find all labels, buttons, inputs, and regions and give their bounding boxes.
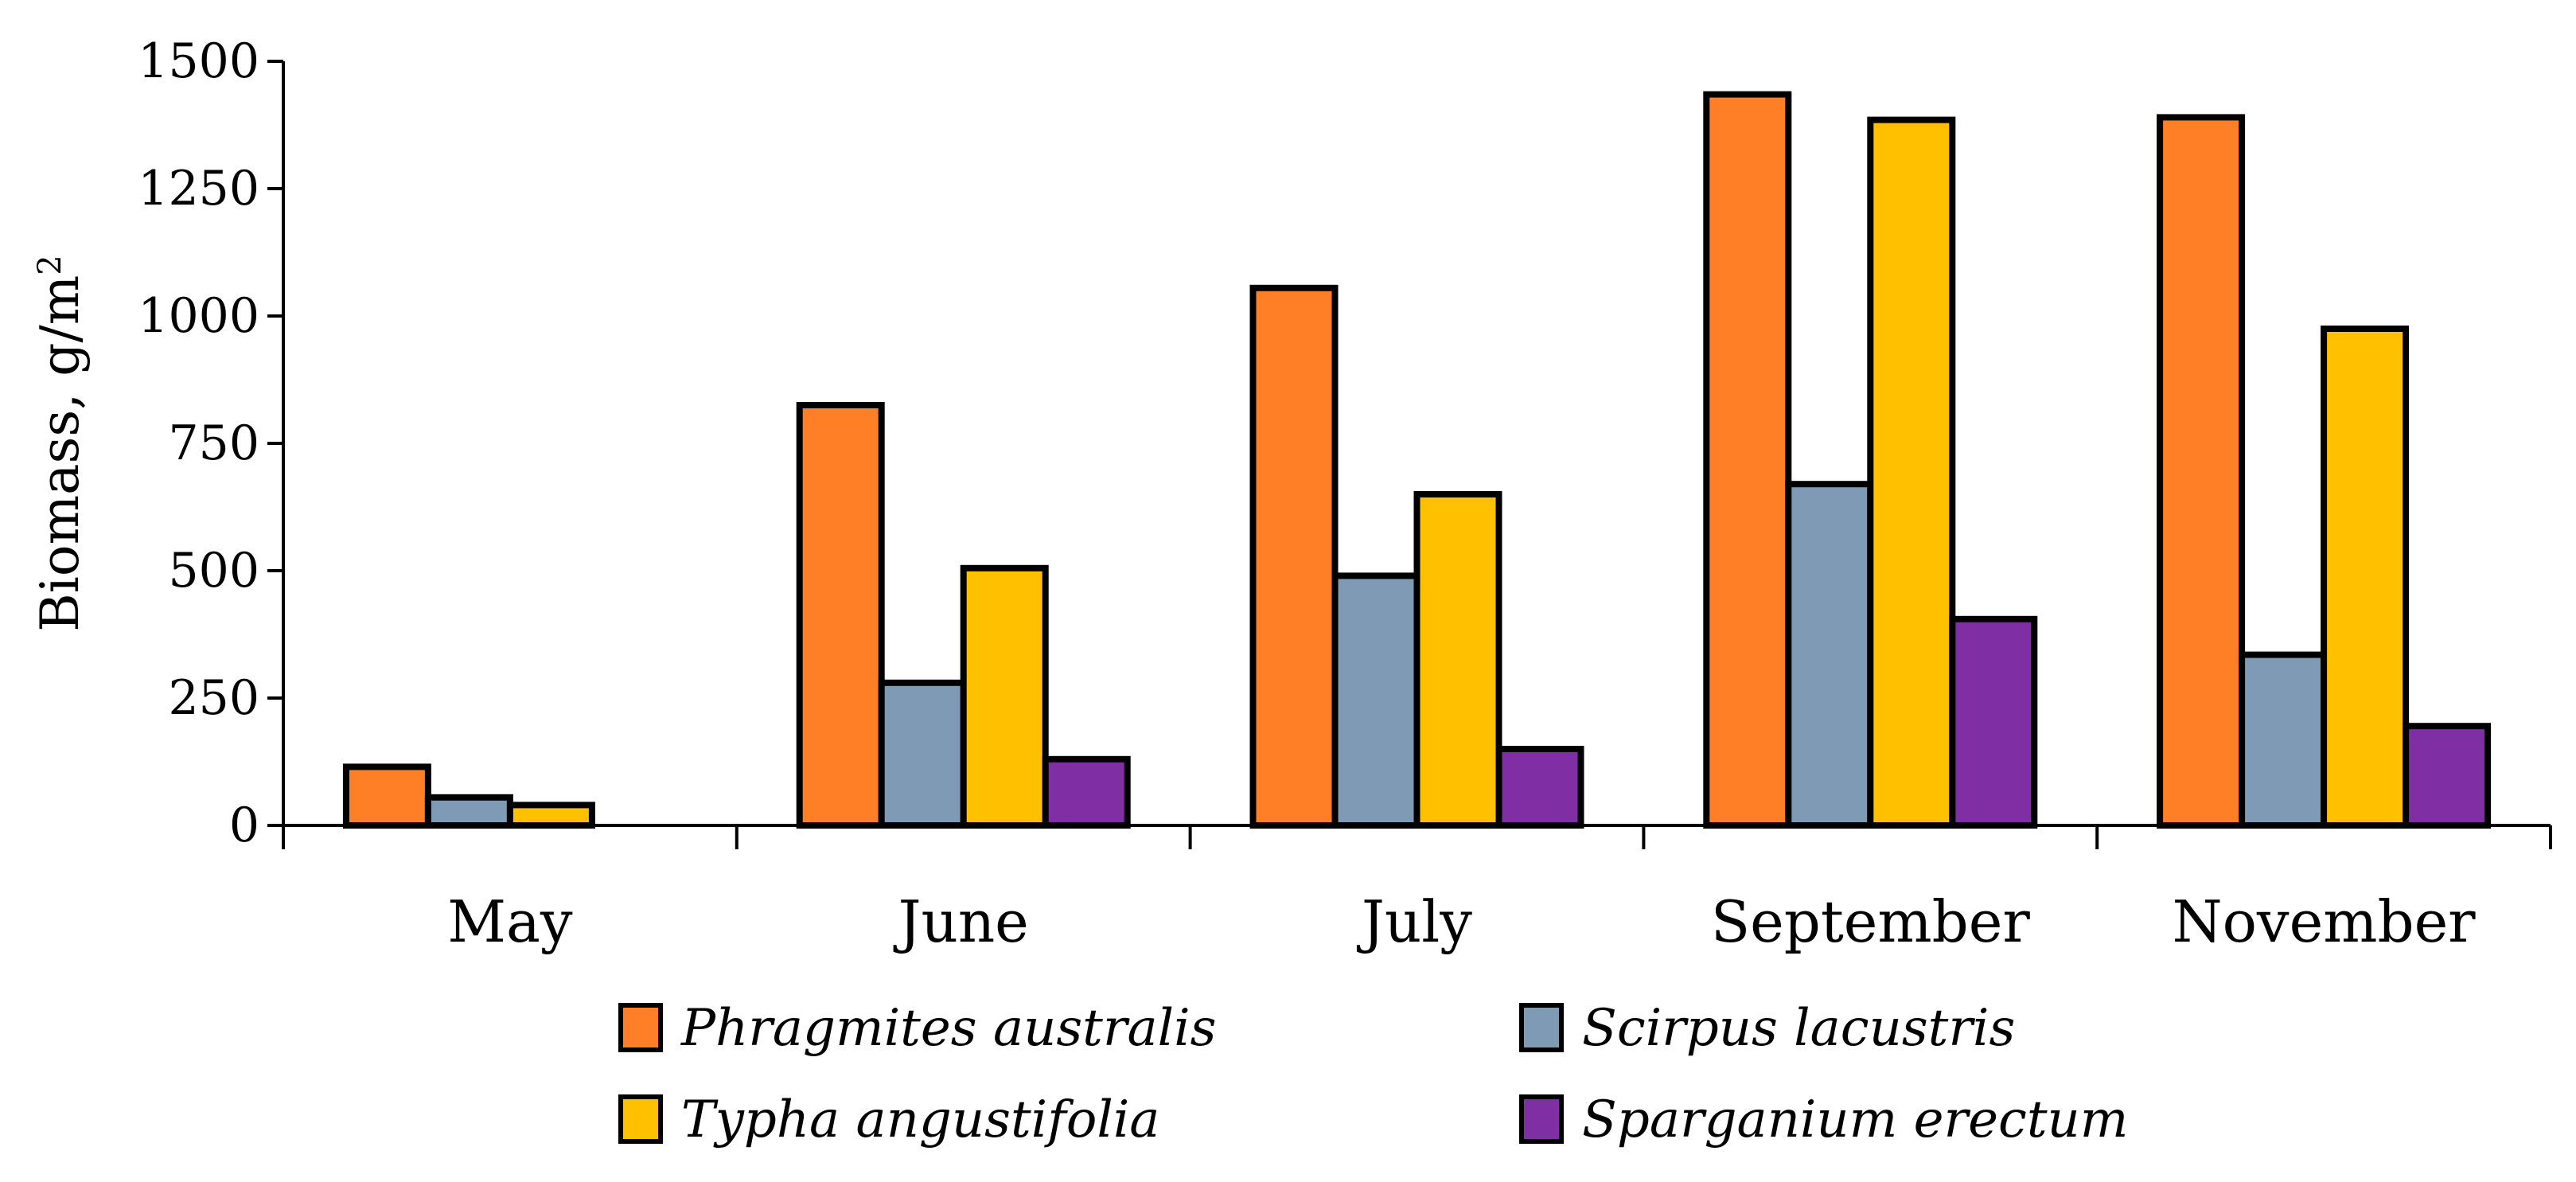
- y-tick-label: 1500: [138, 33, 259, 89]
- legend-label: Sparganium erectum: [1582, 1090, 2128, 1149]
- y-tick-label: 0: [229, 798, 259, 853]
- legend-label: Typha angustifolia: [681, 1090, 1159, 1149]
- bar: [1703, 91, 1792, 829]
- bar: [2321, 326, 2410, 829]
- bar: [506, 802, 595, 829]
- legend-label: Scirpus lacustris: [1582, 999, 2015, 1058]
- x-tick-label: June: [893, 888, 1029, 955]
- legend: Phragmites australis Scirpus lacustris Typ…: [618, 999, 2128, 1149]
- legend-swatch: [618, 1094, 663, 1144]
- bar: [1413, 491, 1502, 829]
- y-tick-label: 1250: [138, 161, 259, 217]
- bars: [342, 91, 2492, 829]
- x-tick-label: May: [447, 888, 573, 955]
- x-tick-label: November: [2173, 888, 2477, 955]
- bar: [1331, 572, 1421, 829]
- bar: [796, 402, 885, 829]
- bar: [1249, 284, 1339, 829]
- x-axis: May June July September November: [282, 824, 2552, 955]
- bar: [342, 763, 431, 829]
- bar: [960, 564, 1049, 829]
- y-axis: 0 250 500 750 1000 1250 1500: [138, 33, 285, 853]
- y-tick-label: 1000: [138, 288, 259, 344]
- bar: [878, 679, 967, 829]
- x-tick-label: September: [1711, 888, 2031, 955]
- x-tick-label: July: [1356, 888, 1472, 955]
- bar: [1495, 746, 1584, 829]
- y-tick-label: 500: [168, 543, 259, 599]
- bar: [424, 794, 513, 829]
- bar: [2239, 651, 2328, 829]
- bar: [1785, 481, 1874, 829]
- legend-label: Phragmites australis: [680, 999, 1216, 1058]
- bar: [2157, 114, 2246, 829]
- legend-swatch: [1519, 1003, 1564, 1052]
- legend-swatch: [1519, 1094, 1564, 1144]
- y-axis-title-superscript: 2: [32, 255, 68, 275]
- y-axis-title-text: Biomass, g/m: [29, 275, 91, 632]
- bar: [1867, 116, 1956, 829]
- bar: [1949, 615, 2038, 829]
- y-tick-label: 750: [168, 415, 259, 471]
- y-tick-label: 250: [168, 670, 259, 726]
- y-axis-title: Biomass, g/m2: [29, 255, 91, 632]
- bar: [2403, 723, 2492, 829]
- bar: [1042, 755, 1131, 829]
- legend-swatch: [618, 1003, 663, 1052]
